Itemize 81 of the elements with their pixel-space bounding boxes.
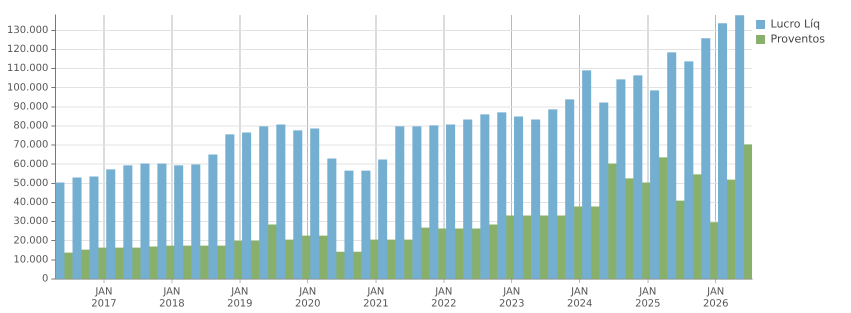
bar xyxy=(72,177,82,279)
bar xyxy=(395,126,404,279)
bar xyxy=(531,120,540,279)
bar xyxy=(540,216,549,279)
y-tick-label: 20.000 xyxy=(13,235,48,246)
bar xyxy=(718,23,728,279)
y-tick-label: 100.000 xyxy=(6,82,48,94)
bar xyxy=(633,75,642,279)
y-tick-label: 40.000 xyxy=(13,197,48,208)
bar xyxy=(157,164,166,279)
y-tick-label: 50.000 xyxy=(13,178,48,189)
bar xyxy=(344,170,354,279)
bar xyxy=(446,124,456,279)
bar xyxy=(472,228,481,279)
bar xyxy=(616,79,626,279)
bar xyxy=(463,120,472,279)
bar xyxy=(590,206,600,279)
bar xyxy=(480,114,490,279)
bar xyxy=(64,252,73,279)
bar xyxy=(106,169,116,279)
bar xyxy=(514,116,524,279)
bar xyxy=(242,132,252,279)
bar xyxy=(55,182,64,279)
x-tick-label: JAN 2018 xyxy=(159,286,185,310)
bar xyxy=(667,52,676,279)
bar xyxy=(182,246,192,279)
bar xyxy=(259,126,268,279)
x-tick-label: JAN 2026 xyxy=(703,286,728,310)
bar xyxy=(378,159,388,279)
y-tick-label: 110.000 xyxy=(6,63,48,74)
x-tick-label: JAN 2025 xyxy=(635,286,661,310)
bar xyxy=(429,125,438,279)
bar xyxy=(123,165,132,279)
x-tick-label: JAN 2017 xyxy=(91,286,117,310)
bar xyxy=(565,99,574,279)
legend-label: Proventos xyxy=(770,32,826,46)
bar xyxy=(310,128,320,279)
bar xyxy=(293,130,302,279)
y-tick-label: 10.000 xyxy=(13,254,48,266)
y-tick-label: 90.000 xyxy=(13,101,48,112)
y-tick-label: 80.000 xyxy=(13,120,48,132)
bar xyxy=(497,112,506,279)
bar xyxy=(208,154,218,279)
bar xyxy=(650,90,660,279)
bar xyxy=(582,70,592,279)
bar xyxy=(548,109,558,279)
bar xyxy=(336,252,345,279)
bar xyxy=(352,252,362,279)
y-tick-label: 70.000 xyxy=(13,140,48,151)
bar xyxy=(327,158,336,279)
bar xyxy=(318,236,328,279)
x-tick-label: JAN 2022 xyxy=(431,286,457,310)
x-tick-label: JAN 2021 xyxy=(363,286,389,310)
legend-label: Lucro Líq xyxy=(770,17,820,30)
bar xyxy=(735,15,744,279)
bar xyxy=(412,126,422,279)
bar xyxy=(701,38,710,279)
bar xyxy=(114,248,124,279)
bar xyxy=(174,165,184,279)
x-tick-label: JAN 2019 xyxy=(227,286,253,310)
y-tick-label: 120.000 xyxy=(6,44,48,56)
bar xyxy=(744,144,752,279)
x-tick-label: JAN 2023 xyxy=(499,286,524,310)
bar xyxy=(676,200,685,279)
y-tick-label: 60.000 xyxy=(13,158,48,170)
bar xyxy=(140,164,150,279)
x-tick-label: JAN 2020 xyxy=(295,286,320,310)
y-tick-label: 30.000 xyxy=(13,216,48,228)
y-tick-label: 0 xyxy=(42,274,48,285)
bar xyxy=(684,61,694,279)
y-tick-label: 130.000 xyxy=(6,24,48,36)
x-tick-label: JAN 2024 xyxy=(566,286,592,310)
bar xyxy=(268,224,277,279)
bar xyxy=(132,248,141,279)
bar xyxy=(361,170,370,279)
bar xyxy=(89,176,98,279)
bar xyxy=(599,102,608,279)
bar xyxy=(276,124,286,279)
bar xyxy=(386,240,396,279)
bar xyxy=(225,134,234,279)
bar xyxy=(191,164,200,279)
